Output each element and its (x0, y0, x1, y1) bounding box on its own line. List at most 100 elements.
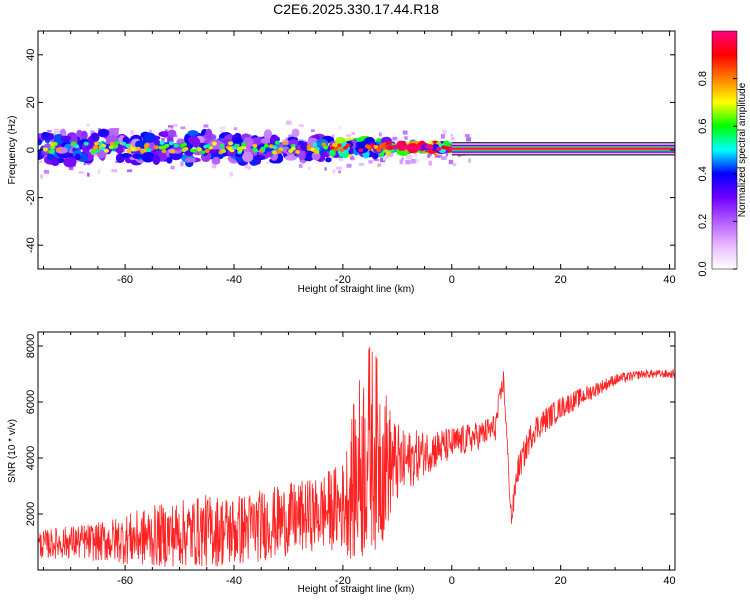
spectrogram-core-cell (158, 145, 164, 150)
spectrogram-core-cell (333, 147, 339, 152)
spectrogram-core-cell (241, 142, 247, 147)
spectrogram-core-cell (263, 143, 269, 148)
spectrogram-heatmap (38, 120, 675, 179)
spectrogram-core-cell (312, 142, 318, 147)
spectrogram-core-cell (113, 144, 119, 149)
spectrogram-band-segment (380, 139, 456, 156)
spectrogram-noise-cell (180, 126, 186, 130)
spectrogram-noise-cell (464, 134, 470, 138)
spectrogram-noise-cell (311, 129, 315, 132)
spectrogram-band-segment (326, 135, 392, 160)
colorbar-tick-label: 0.6 (697, 119, 709, 134)
spectrogram-core-cell (91, 149, 97, 154)
spectrogram-ylabel: Frequency (Hz) (7, 116, 18, 185)
spectrogram-core-cell (441, 145, 447, 150)
spectrogram-noise-cell (329, 155, 333, 159)
spectrogram-cell (232, 137, 243, 144)
spectrogram-noise-cell (220, 130, 224, 133)
spectrogram-noise-cell (74, 158, 80, 163)
spectrogram-noise-cell (450, 134, 454, 137)
spectrogram-core-cell (282, 141, 288, 146)
spectrogram-cell (63, 156, 77, 168)
spectrogram-core-cell (114, 140, 120, 145)
spectrogram-band-stripe (451, 148, 675, 150)
spectrogram-cell (306, 151, 313, 162)
spectrogram-noise-cell (308, 166, 311, 170)
spectrogram-cell (90, 132, 100, 142)
spectrogram-noise-cell (392, 136, 398, 142)
spectrogram-noise-cell (394, 139, 399, 143)
spectrogram-core-cell (159, 140, 165, 145)
snr-ytick-label: 6000 (25, 390, 37, 414)
spectrogram-core-cell (71, 141, 77, 146)
colorbar-tick-label: 0.4 (697, 166, 709, 181)
spectrogram-ytick-label: 20 (25, 96, 37, 108)
spectrogram-core-cell (50, 145, 56, 150)
spectrogram-noise-cell (298, 164, 303, 168)
spectrogram-cell (184, 157, 197, 163)
spectrogram-core-cell (336, 143, 342, 148)
spectrogram-noise-cell (368, 160, 373, 164)
spectrogram-noise-cell (211, 163, 217, 169)
spectrogram-cell (143, 132, 156, 143)
spectrogram-core-cell (200, 150, 206, 155)
spectrogram-core-cell (272, 145, 278, 150)
spectrogram-noise-cell (346, 163, 352, 168)
spectrogram-panel: -60 -40 -20 0 20 40 -40 -20 0 20 40 Height of stra… (7, 30, 676, 295)
spectrogram-ytick-label: -20 (25, 190, 37, 206)
spectrogram-noise-cell (324, 167, 327, 171)
spectrogram-noise-cell (148, 129, 153, 134)
spectrogram-noise-cell (411, 158, 417, 164)
spectrogram-noise-cell (377, 163, 382, 167)
spectrogram-noise-cell (338, 170, 341, 174)
snr-ylabel: SNR (10 * v/v) (7, 419, 18, 483)
spectrogram-noise-cell (233, 127, 238, 131)
spectrogram-cell (325, 157, 332, 163)
spectrogram-noise-cell (170, 165, 175, 170)
spectrogram-noise-cell (90, 130, 95, 136)
snr-xtick-label: -20 (335, 575, 351, 587)
spectrogram-core-cell (204, 148, 210, 153)
spectrogram-core-cell (56, 147, 62, 152)
spectrogram-core-cell (143, 144, 149, 149)
spectrogram-xtick-label: -40 (226, 274, 242, 286)
spectrogram-noise-cell (382, 156, 387, 161)
spectrogram-noise-cell (247, 165, 252, 170)
spectrogram-noise-cell (161, 138, 165, 142)
spectrogram-noise-cell (39, 160, 42, 164)
snr-xtick-label: 40 (663, 575, 675, 587)
spectrogram-noise-cell (378, 132, 382, 137)
spectrogram-cell (121, 152, 133, 159)
spectrogram-core-cell (313, 149, 319, 154)
spectrogram-core-cell (83, 141, 89, 146)
spectrogram-core-cell (108, 145, 114, 150)
snr-series (38, 346, 675, 567)
spectrogram-core-cell (168, 141, 174, 146)
spectrogram-noise-cell (335, 166, 342, 170)
spectrogram-core-cell (211, 141, 217, 146)
spectrogram-noise-cell (399, 159, 403, 165)
spectrogram-core-cell (125, 143, 131, 148)
spectrogram-core-cell (94, 141, 100, 146)
spectrogram-noise-cell (244, 165, 249, 169)
spectrogram-cell (46, 152, 54, 160)
spectrogram-cell (187, 135, 199, 145)
spectrogram-core-cell (253, 148, 259, 153)
spectrogram-cell (80, 130, 88, 141)
spectrogram-noise-cell (220, 126, 226, 130)
spectrogram-noise-cell (358, 163, 365, 166)
spectrogram-cell (311, 151, 321, 161)
spectrogram-noise-cell (69, 165, 74, 171)
spectrogram-noise-cell (111, 169, 118, 173)
spectrogram-noise-cell (167, 127, 172, 131)
colorbar: 0.0 0.2 0.4 0.6 0.8 Normalized spectral ampl… (697, 30, 748, 277)
spectrogram-noise-cell (414, 151, 417, 156)
spectrogram-xtick-label: 40 (663, 274, 675, 286)
spectrogram-core-cell (153, 145, 159, 150)
spectrogram-core-cell (240, 145, 246, 150)
spectrogram-noise-cell (401, 157, 404, 161)
spectrogram-cell (57, 157, 65, 164)
spectrogram-core-cell (203, 144, 209, 149)
spectrogram-core-cell (135, 146, 141, 151)
spectrogram-core-cell (221, 149, 227, 154)
